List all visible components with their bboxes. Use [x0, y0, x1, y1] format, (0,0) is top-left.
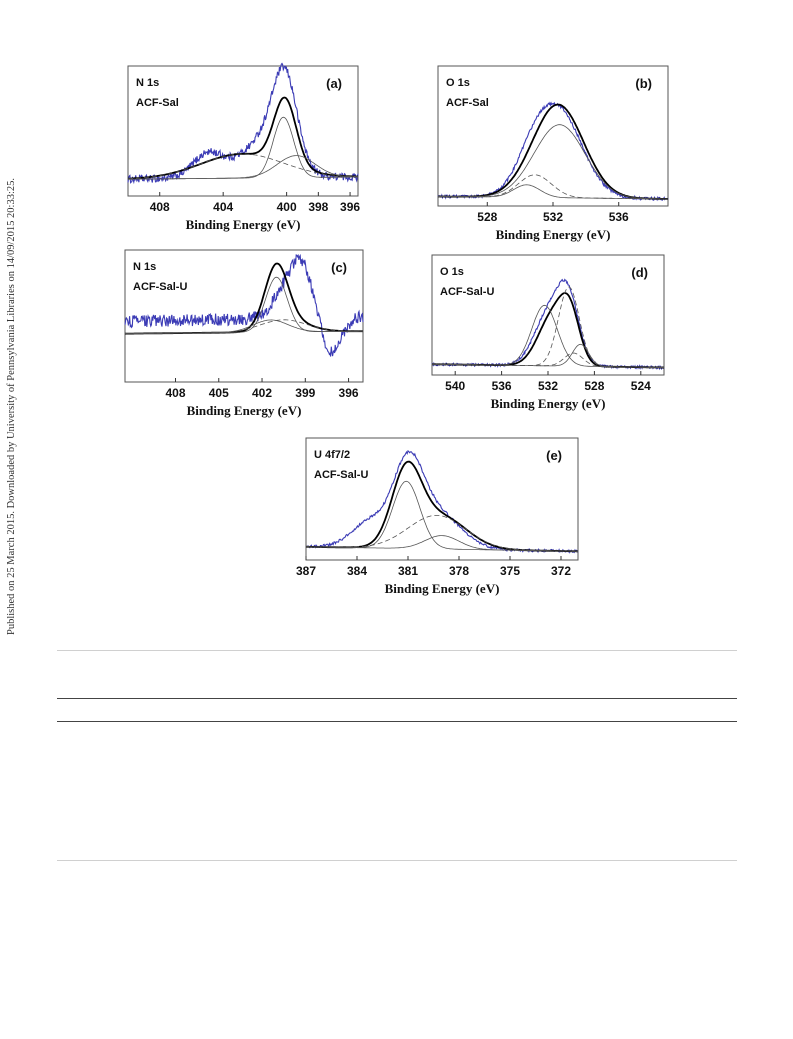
xps-chart-b: 528 532 536 Binding Energy (eV) O 1s ACF-Sal (… [437, 65, 669, 242]
x-tick-label: 378 [449, 564, 469, 578]
panel-title-line: ACF-Sal [446, 97, 489, 109]
plot-frame [305, 437, 579, 561]
panel-title-line: N 1s [133, 261, 156, 273]
panel-title-line: N 1s [136, 77, 159, 89]
panel-title-line: U 4f7/2 [314, 449, 350, 461]
side-watermark-text: Published on 25 March 2015. Downloaded b… [6, 178, 17, 635]
x-axis-label: Binding Energy (eV) [385, 581, 500, 596]
x-tick-label: 408 [150, 200, 170, 214]
panel-letter: (a) [326, 76, 342, 91]
series-line-component [306, 515, 578, 552]
xps-panel-a: 408 404 400 398 396 Binding Energy (eV) N 1s AC… [122, 62, 362, 232]
series-line-measured [127, 62, 359, 185]
x-tick-label: 404 [213, 200, 233, 214]
xps-panel-d: 540 536 532 528 524 Binding Energy (eV) O 1s AC… [427, 254, 667, 420]
x-tick-label: 384 [347, 564, 367, 578]
plot-frame [127, 65, 359, 197]
series-line-component [125, 319, 363, 334]
x-axis-label: Binding Energy (eV) [491, 396, 606, 411]
side-watermark: Published on 25 March 2015. Downloaded b… [6, 178, 17, 635]
series-line-component [437, 184, 669, 200]
x-tick-label: 396 [339, 386, 359, 400]
x-tick-label: 402 [252, 386, 272, 400]
xps-panel-b: 528 532 536 Binding Energy (eV) O 1s ACF-Sal (… [430, 65, 670, 246]
series-line-component [432, 352, 664, 368]
divider-line [57, 860, 737, 861]
series-line-component [127, 153, 358, 180]
xps-chart-d: 540 536 532 528 524 Binding Energy (eV) O 1s AC… [431, 254, 665, 411]
panel-title-line: ACF-Sal-U [133, 281, 187, 293]
panel-title-line: O 1s [440, 266, 464, 278]
xps-panel-e: 387 384 381 378 375 372 Binding Energy (eV) U 4… [296, 437, 592, 613]
x-tick-label: 396 [340, 200, 360, 214]
xps-chart-e: 387 384 381 378 375 372 Binding Energy (eV) U 4… [296, 437, 579, 596]
xps-panel-c: 408 405 402 399 396 Binding Energy (eV) N 1s AC… [124, 249, 365, 425]
series-line-component [128, 155, 358, 180]
xps-chart-a: 408 404 400 398 396 Binding Energy (eV) N 1s AC… [127, 62, 360, 232]
series-line-component [125, 319, 363, 334]
x-tick-label: 524 [631, 379, 651, 393]
x-tick-label: 536 [609, 210, 629, 224]
panel-title-line: ACF-Sal-U [314, 469, 368, 481]
x-tick-label: 405 [209, 386, 229, 400]
x-tick-label: 398 [308, 200, 328, 214]
x-tick-label: 372 [551, 564, 571, 578]
panel-letter: (e) [546, 448, 562, 463]
series-line-measured [124, 253, 364, 357]
divider-line [57, 698, 737, 699]
xps-chart-c: 408 405 402 399 396 Binding Energy (eV) N 1s AC… [124, 249, 364, 418]
series-line-component [306, 480, 578, 552]
x-axis-label: Binding Energy (eV) [496, 227, 611, 242]
panel-title-line: ACF-Sal-U [440, 286, 494, 298]
panel-title-line: O 1s [446, 77, 470, 89]
x-axis-label: Binding Energy (eV) [187, 403, 302, 418]
x-tick-label: 408 [165, 386, 185, 400]
divider-line [57, 650, 737, 651]
divider-line [57, 721, 737, 722]
x-tick-label: 532 [543, 210, 563, 224]
series-line-component [306, 535, 578, 552]
x-tick-label: 532 [538, 379, 558, 393]
series-line-component [437, 124, 669, 200]
x-tick-label: 540 [445, 379, 465, 393]
x-tick-label: 375 [500, 564, 520, 578]
x-axis-label: Binding Energy (eV) [186, 217, 301, 232]
x-tick-label: 528 [477, 210, 497, 224]
plot-frame [124, 249, 364, 383]
series-line-component [432, 286, 664, 368]
panel-letter: (d) [631, 265, 648, 280]
x-tick-label: 528 [584, 379, 604, 393]
series-line-fit [127, 96, 358, 180]
x-tick-label: 536 [492, 379, 512, 393]
x-tick-label: 381 [398, 564, 418, 578]
panel-letter: (b) [635, 76, 652, 91]
series-line-measured [305, 449, 579, 554]
x-tick-label: 400 [277, 200, 297, 214]
x-tick-label: 387 [296, 564, 316, 578]
panel-letter: (c) [331, 260, 347, 275]
panel-title-line: ACF-Sal [136, 97, 179, 109]
x-tick-label: 399 [295, 386, 315, 400]
